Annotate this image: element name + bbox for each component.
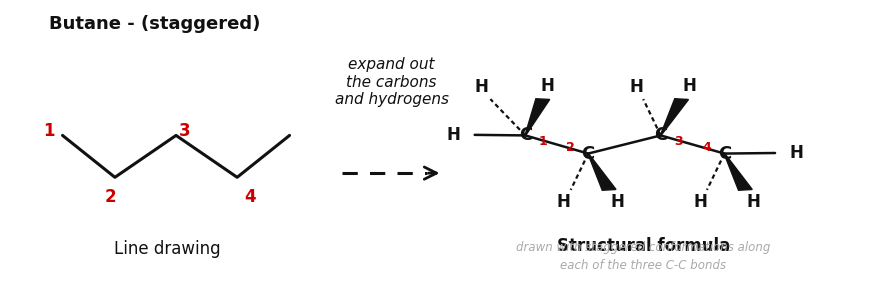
- Text: C: C: [717, 145, 731, 162]
- Text: H: H: [475, 78, 489, 96]
- Text: drawn with staggered conformations along
each of the three C-C bonds: drawn with staggered conformations along…: [516, 241, 770, 272]
- Text: Structural formula: Structural formula: [556, 237, 730, 255]
- Text: C: C: [519, 126, 532, 144]
- Text: 1: 1: [539, 135, 548, 148]
- Text: H: H: [447, 126, 461, 144]
- Text: H: H: [629, 78, 643, 96]
- Text: H: H: [557, 193, 570, 212]
- Polygon shape: [588, 153, 616, 190]
- Text: 4: 4: [244, 188, 256, 206]
- Text: H: H: [540, 77, 555, 95]
- Polygon shape: [525, 99, 550, 135]
- Text: H: H: [746, 193, 760, 212]
- Text: Butane - (staggered): Butane - (staggered): [48, 15, 260, 33]
- Text: H: H: [610, 193, 624, 212]
- Text: 1: 1: [44, 122, 55, 140]
- Text: H: H: [789, 144, 803, 162]
- Text: H: H: [682, 77, 696, 95]
- Text: C: C: [654, 126, 668, 144]
- Text: Line drawing: Line drawing: [114, 240, 221, 258]
- Text: 2: 2: [567, 141, 576, 154]
- Text: H: H: [693, 193, 707, 212]
- Text: 3: 3: [179, 122, 191, 140]
- Polygon shape: [661, 99, 689, 135]
- Text: expand out
the carbons
and hydrogens: expand out the carbons and hydrogens: [335, 57, 449, 107]
- Text: 4: 4: [703, 141, 711, 154]
- Text: 3: 3: [674, 135, 682, 148]
- Text: C: C: [582, 145, 595, 162]
- Polygon shape: [724, 153, 752, 190]
- Text: 2: 2: [105, 188, 117, 206]
